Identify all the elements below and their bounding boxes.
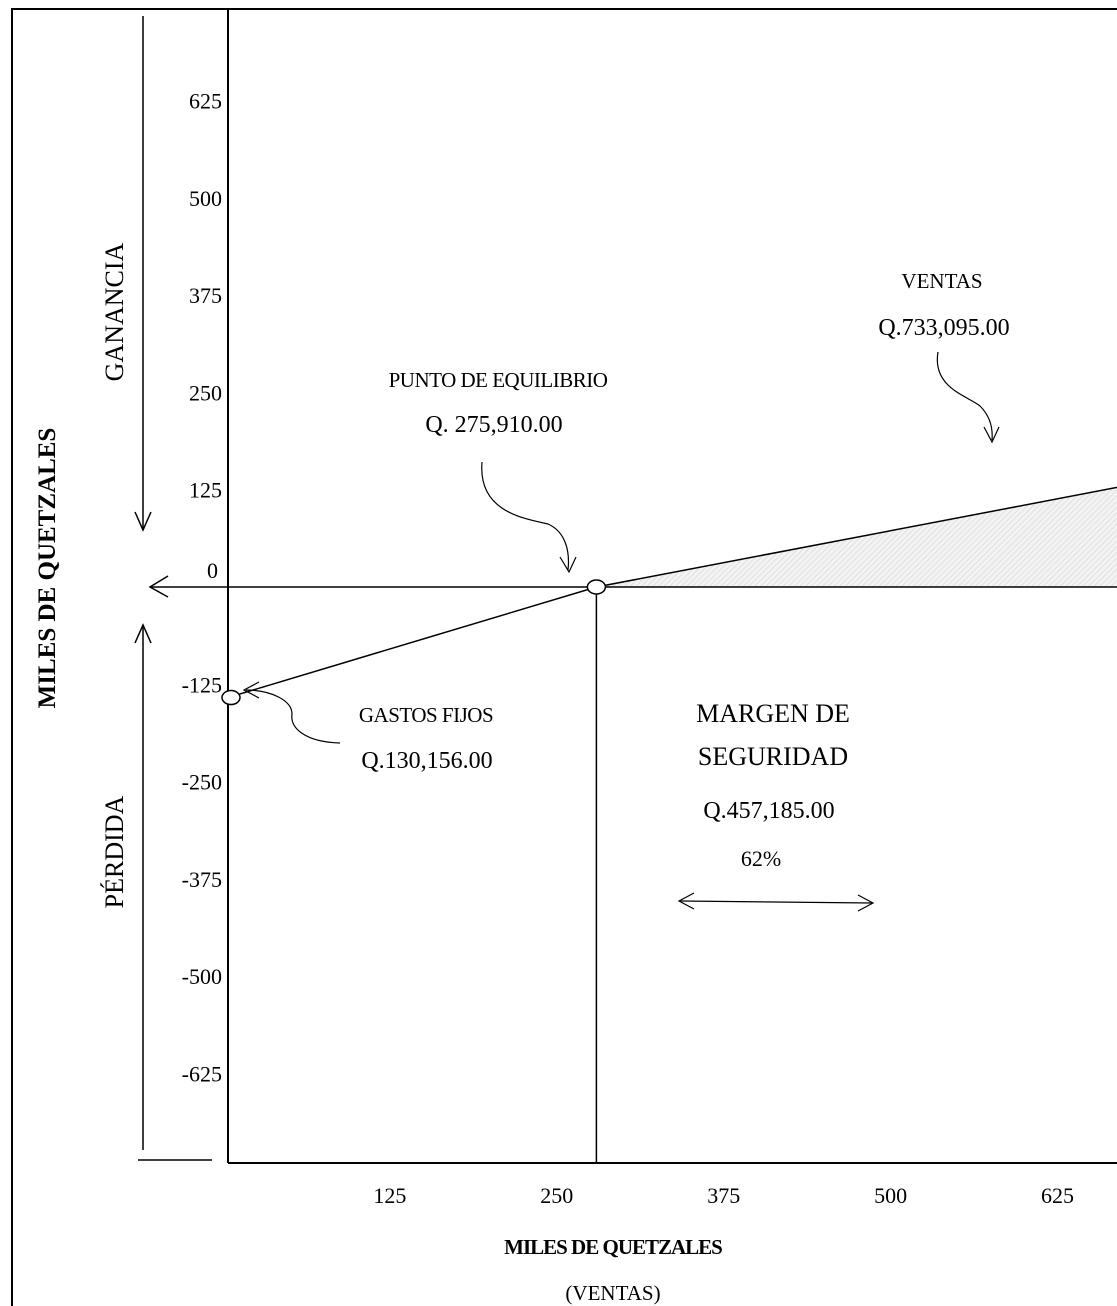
breakeven-point [586, 579, 607, 595]
x-tick-label: 625 [1041, 1183, 1074, 1208]
x-tick-label: 375 [707, 1183, 740, 1208]
fixed-costs-value: Q.130,156.00 [361, 748, 492, 774]
sales-callout-arrow [936, 351, 993, 441]
x-axis-title: MILES DE QUETZALES [504, 1235, 722, 1259]
margin-double-arrow [679, 900, 873, 904]
x-tick-label: 250 [540, 1183, 573, 1208]
fixed-callout-arrow [245, 689, 341, 744]
y-tick-label: -375 [182, 867, 222, 892]
ganancia-arrow-head [134, 511, 152, 532]
margin-percent: 62% [741, 846, 781, 871]
breakeven-value: Q. 275,910.00 [425, 412, 562, 438]
safety-margin-area [596, 487, 1117, 587]
y-tick-label: 125 [189, 478, 222, 503]
y-tick-label: 375 [189, 283, 222, 308]
outer-frame [11, 8, 1117, 1306]
y-axis-title: MILES DE QUETZALES [34, 428, 61, 709]
margin-arrow-head-right [857, 894, 875, 912]
fixed-callout-head [242, 681, 260, 699]
fixed-costs-title: GASTOS FIJOS [359, 703, 493, 727]
breakeven-title: PUNTO DE EQUILIBRIO [389, 368, 608, 392]
ganancia-label: GANANCIA [100, 242, 129, 381]
dynamic-layer: 625 500 375 250 125 0 -125 -250 -375 -500 -625 125 2… [150, 89, 1117, 1208]
perdida-label: PÉRDIDA [100, 795, 129, 908]
sales-callout-head [983, 426, 1000, 444]
margin-arrow-head-left [677, 892, 695, 910]
margin-title-line2: SEGURIDAD [698, 742, 848, 771]
profit-line [227, 486, 1117, 699]
sales-value: Q.733,095.00 [878, 315, 1009, 341]
x-tick-label: 500 [874, 1183, 907, 1208]
y-tick-label: 250 [189, 380, 222, 405]
perdida-arrow-head [134, 623, 152, 644]
y-tick-label: -500 [182, 964, 222, 989]
sales-title: VENTAS [901, 269, 982, 293]
y-tick-label: -125 [182, 672, 222, 697]
x-tick-label: 125 [373, 1183, 406, 1208]
breakeven-callout-arrow [481, 461, 570, 571]
fixed-costs-point [221, 689, 241, 706]
margin-title-line1: MARGEN DE [696, 699, 850, 728]
static-layer: MILES DE QUETZALES GANANCIA PÉRDIDA MILE… [34, 9, 1117, 1305]
y-tick-label: 0 [207, 558, 218, 583]
margin-value: Q.457,185.00 [703, 798, 834, 824]
y-tick-label: -625 [182, 1062, 222, 1087]
x-axis-subtitle: (VENTAS) [565, 1281, 660, 1305]
y-tick-label: 625 [189, 89, 222, 114]
y-tick-label: 500 [189, 186, 222, 211]
y-tick-label: -250 [182, 770, 222, 795]
breakeven-callout-head [559, 556, 577, 574]
